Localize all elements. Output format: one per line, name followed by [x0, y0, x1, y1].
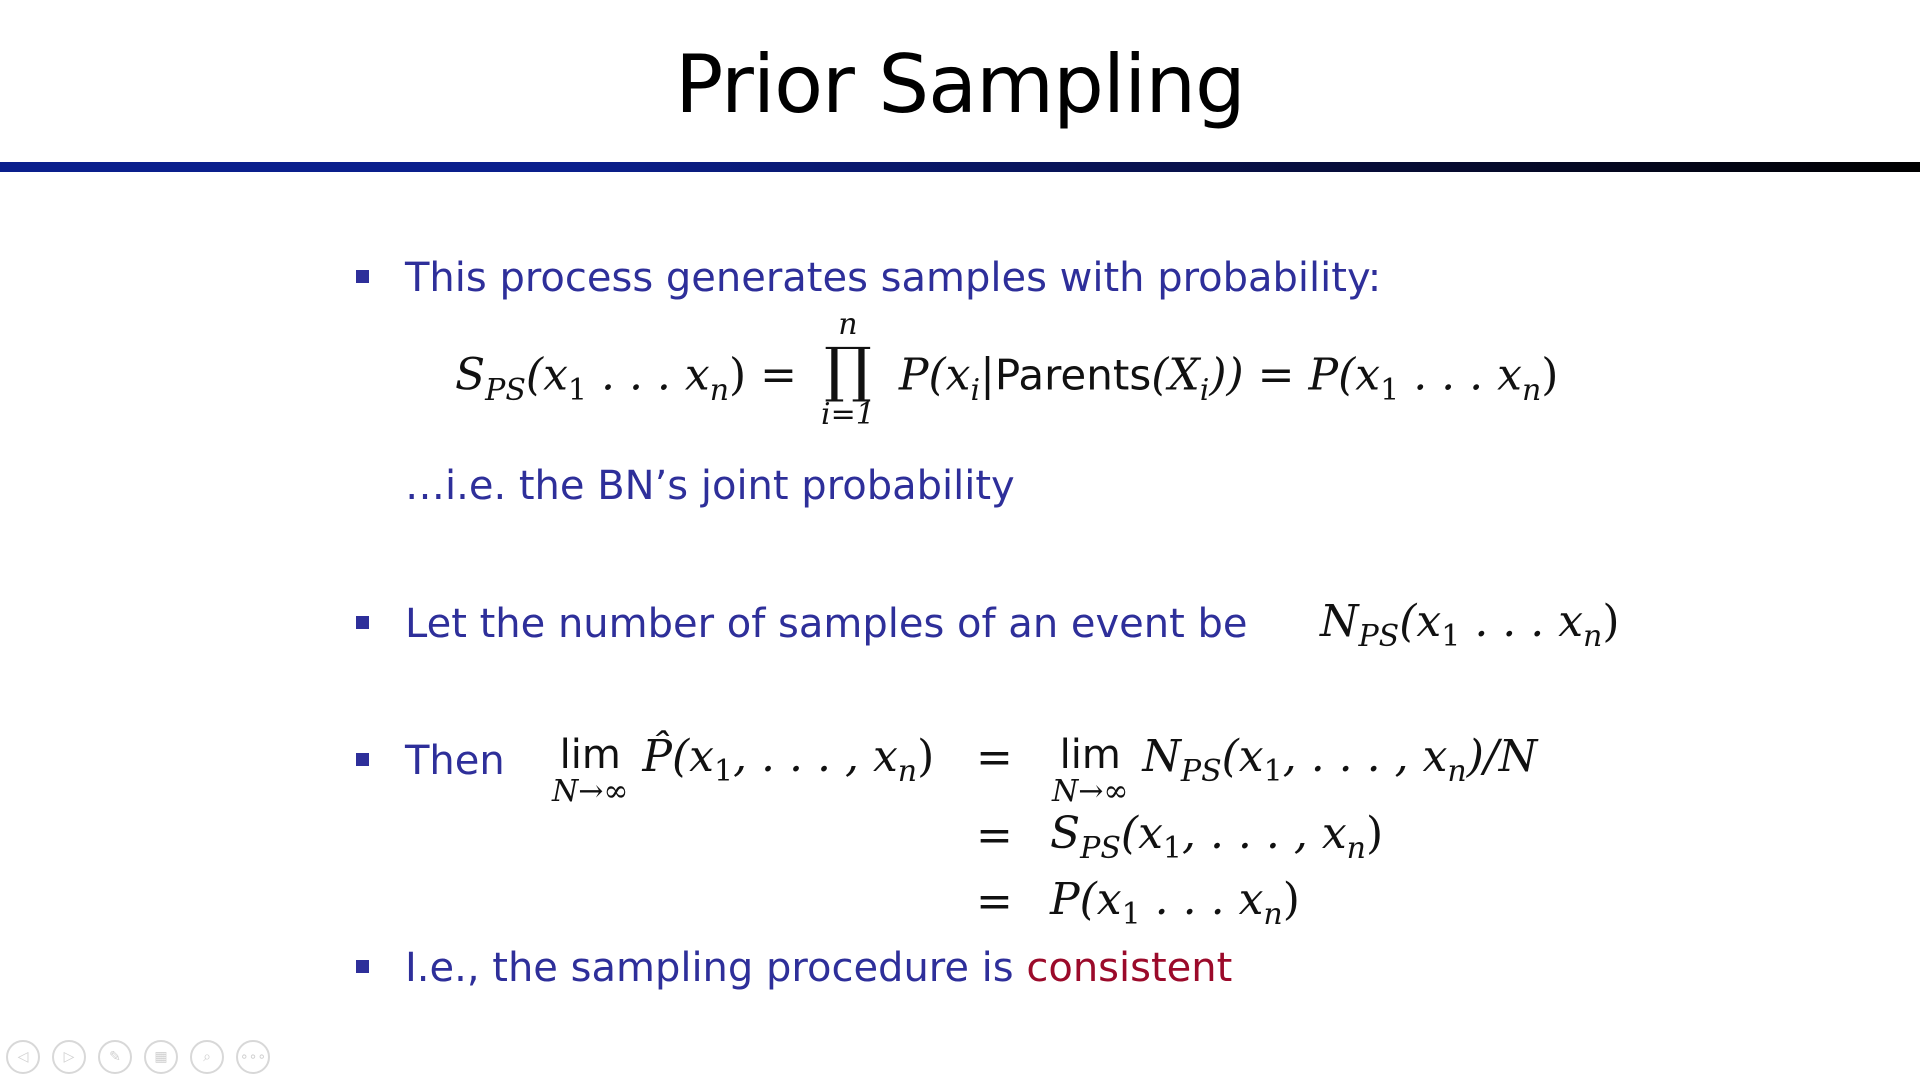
more-icon[interactable]: ∘∘∘	[236, 1040, 270, 1074]
eq1-parents: Parents	[994, 350, 1152, 400]
eq1-rhs-sub1: 1	[1380, 372, 1400, 408]
r1-subn: n	[1447, 754, 1467, 789]
limit-subscript: N→∞	[552, 774, 629, 809]
equals-sign-2: =	[976, 810, 1013, 861]
limit-operator: lim N→∞	[552, 735, 628, 807]
r2-mid: , . . . , x	[1181, 808, 1347, 859]
nps-args: (x	[1399, 596, 1442, 647]
r2-sub1: 1	[1162, 831, 1182, 866]
bullet-text-2: Let the number of samples of an event be	[405, 601, 1248, 647]
equation-limit-rhs-2: SPS(x1, . . . , xn)	[1050, 812, 1383, 864]
phat-mid: , . . . , x	[733, 731, 898, 782]
eq1-body3: )) = P(x	[1209, 349, 1381, 401]
r1-sub1: 1	[1263, 754, 1283, 789]
r1-n: N	[1142, 731, 1181, 782]
r3-close: )	[1282, 874, 1300, 925]
equation-limit-rhs-1: lim N→∞ NPS(x1, . . . , xn)/N	[1052, 735, 1537, 807]
bullet-text-4-main: I.e., the sampling procedure is	[405, 945, 1027, 991]
limit-word: lim	[1059, 732, 1121, 778]
eq1-subn: n	[709, 372, 730, 408]
eq1-rhs-close: )	[1541, 349, 1559, 401]
r2-sub: PS	[1080, 831, 1121, 866]
pen-icon[interactable]: ✎	[98, 1040, 132, 1074]
nps-close: )	[1602, 596, 1620, 647]
eq1-body-sub-i: i	[970, 372, 981, 408]
equation-limit-rhs-3: P(x1 . . . xn)	[1050, 878, 1300, 930]
eq1-rhs-subn: n	[1521, 372, 1542, 408]
product-symbol: ∏	[824, 335, 872, 405]
highlight-consistent: consistent	[1026, 945, 1233, 991]
eq1-lhs-sub: PS	[485, 372, 526, 408]
phat: P̂(x	[642, 731, 714, 782]
bullet-marker	[356, 616, 369, 629]
r2-subn: n	[1346, 831, 1366, 866]
eq1-close: ) =	[729, 349, 812, 401]
r2-args: (x	[1120, 808, 1163, 859]
equals-sign-3: =	[976, 876, 1013, 927]
eq1-body-sub-i2: i	[1199, 372, 1210, 408]
phat-close: )	[917, 731, 935, 782]
limit-subscript: N→∞	[1052, 774, 1129, 809]
zoom-icon[interactable]: ⌕	[190, 1040, 224, 1074]
bullet-marker	[356, 270, 369, 283]
eq1-lhs: S	[455, 349, 486, 401]
nps-n: N	[1320, 596, 1359, 647]
bullet-text-4: I.e., the sampling procedure is consiste…	[405, 948, 1232, 988]
r3-mid: . . . x	[1140, 874, 1264, 925]
r3-p: P(x	[1050, 874, 1122, 925]
previous-icon[interactable]: ◁	[6, 1040, 40, 1074]
r3-sub1: 1	[1121, 897, 1141, 932]
slideshow-controls: ◁ ▷ ✎ ▦ ⌕ ∘∘∘	[6, 1040, 270, 1074]
r1-mid: , . . . , x	[1282, 731, 1448, 782]
bullet-text-1-continuation: …i.e. the BN’s joint probability	[405, 463, 1015, 509]
nps-dots: . . . x	[1460, 596, 1584, 647]
eq1-body1: P(x	[898, 349, 971, 401]
r1-args: (x	[1221, 731, 1264, 782]
slide-title: Prior Sampling	[675, 38, 1246, 131]
product-lower-limit: i=1	[821, 397, 875, 432]
equals-sign-1: =	[976, 732, 1013, 783]
bullet-marker	[356, 960, 369, 973]
r2-s: S	[1050, 808, 1081, 859]
next-icon[interactable]: ▷	[52, 1040, 86, 1074]
slides-icon[interactable]: ▦	[144, 1040, 178, 1074]
eq1-dots: . . . x	[586, 349, 710, 401]
eq1-rhs-dots: . . . x	[1399, 349, 1522, 401]
bullet-text-3: Then	[405, 738, 505, 784]
nps-sub1: 1	[1441, 619, 1461, 654]
r1-sub: PS	[1180, 754, 1222, 789]
equation-joint-probability: SPS(x1 . . . xn) = n ∏ i=1 P(xi|Parents(…	[455, 310, 1559, 438]
r2-close: )	[1366, 808, 1384, 859]
eq1-body2: (X	[1151, 349, 1200, 401]
equation-nps: NPS(x1 . . . xn)	[1320, 600, 1620, 652]
limit-operator: lim N→∞	[1052, 735, 1128, 807]
phat-subn: n	[897, 754, 918, 789]
bullet-text-1: This process generates samples with prob…	[405, 255, 1382, 301]
nps-sub: PS	[1358, 619, 1400, 654]
product-upper-limit: n	[838, 307, 858, 342]
eq1-sub1: 1	[567, 372, 587, 408]
eq1-bar: |	[980, 349, 995, 401]
limit-word: lim	[559, 732, 621, 778]
bullet-marker	[356, 753, 369, 766]
phat-sub1: 1	[713, 754, 734, 789]
product-operator: n ∏ i=1	[821, 310, 875, 430]
eq1-args: (x	[525, 349, 568, 401]
equation-limit-lhs: lim N→∞ P̂(x1, . . . , xn)	[552, 735, 934, 807]
r3-subn: n	[1263, 897, 1283, 932]
nps-subn: n	[1583, 619, 1603, 654]
r1-close: )/N	[1466, 731, 1538, 782]
title-divider	[0, 162, 1920, 172]
